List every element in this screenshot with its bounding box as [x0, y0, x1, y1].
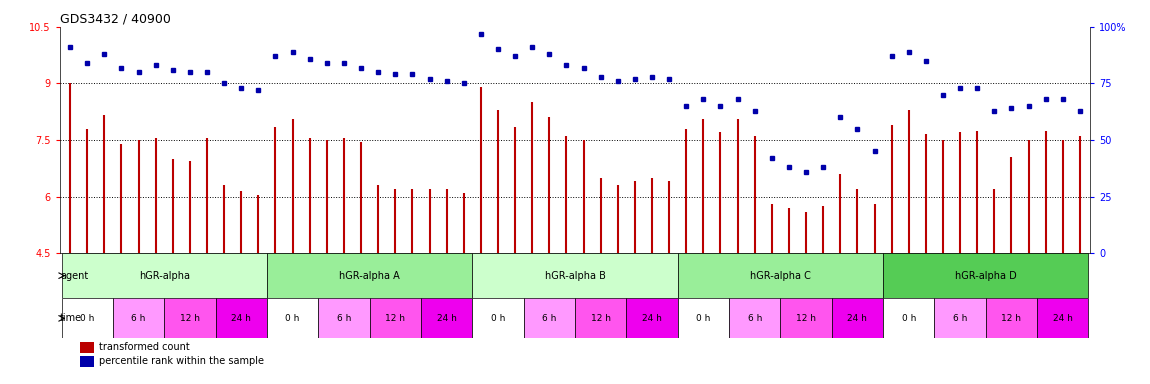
Bar [81, 356, 94, 367]
Bar [935, 298, 986, 338]
Text: 6 h: 6 h [953, 314, 967, 323]
Text: transformed count: transformed count [99, 342, 190, 352]
Text: hGR-alpha B: hGR-alpha B [545, 271, 605, 281]
Text: 0 h: 0 h [902, 314, 915, 323]
Text: 0 h: 0 h [696, 314, 711, 323]
Text: 6 h: 6 h [337, 314, 351, 323]
Bar [523, 298, 575, 338]
Bar [369, 298, 421, 338]
Bar [164, 298, 215, 338]
Bar [627, 298, 677, 338]
Bar [267, 253, 473, 298]
Text: percentile rank within the sample: percentile rank within the sample [99, 356, 264, 366]
Bar [1037, 298, 1089, 338]
Text: 6 h: 6 h [131, 314, 146, 323]
Text: 0 h: 0 h [285, 314, 300, 323]
Bar [781, 298, 831, 338]
Bar [677, 298, 729, 338]
Text: 12 h: 12 h [179, 314, 200, 323]
Text: 24 h: 24 h [848, 314, 867, 323]
Text: 12 h: 12 h [385, 314, 405, 323]
Bar [61, 298, 113, 338]
Text: 24 h: 24 h [642, 314, 662, 323]
Bar [215, 298, 267, 338]
Text: GDS3432 / 40900: GDS3432 / 40900 [60, 13, 170, 26]
Text: 6 h: 6 h [542, 314, 557, 323]
Text: 12 h: 12 h [1002, 314, 1021, 323]
Bar [677, 253, 883, 298]
Text: agent: agent [60, 271, 89, 281]
Bar [61, 253, 267, 298]
Bar [575, 298, 627, 338]
Bar [319, 298, 369, 338]
Bar [831, 298, 883, 338]
Bar [883, 253, 1089, 298]
Text: hGR-alpha C: hGR-alpha C [750, 271, 811, 281]
Text: 12 h: 12 h [796, 314, 816, 323]
Bar [421, 298, 473, 338]
Text: hGR-alpha D: hGR-alpha D [954, 271, 1017, 281]
Text: 12 h: 12 h [591, 314, 611, 323]
Text: time: time [60, 313, 83, 323]
Text: 0 h: 0 h [491, 314, 505, 323]
Text: 24 h: 24 h [1053, 314, 1073, 323]
Bar [729, 298, 781, 338]
Bar [81, 341, 94, 353]
Bar [473, 253, 677, 298]
Bar [267, 298, 319, 338]
Bar [986, 298, 1037, 338]
Bar [883, 298, 935, 338]
Text: hGR-alpha A: hGR-alpha A [339, 271, 400, 281]
Bar [473, 298, 523, 338]
Text: 6 h: 6 h [748, 314, 762, 323]
Bar [113, 298, 164, 338]
Text: hGR-alpha: hGR-alpha [139, 271, 190, 281]
Text: 24 h: 24 h [437, 314, 457, 323]
Text: 0 h: 0 h [81, 314, 94, 323]
Text: 24 h: 24 h [231, 314, 251, 323]
